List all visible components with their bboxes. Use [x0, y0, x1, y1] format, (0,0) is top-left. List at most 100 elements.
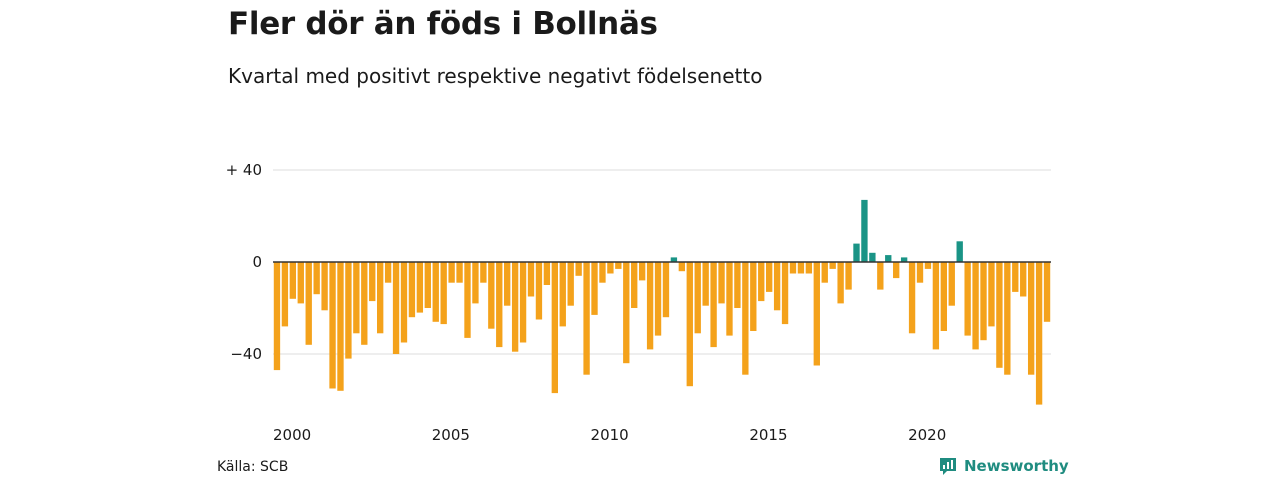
bar [345, 262, 352, 359]
bar [932, 262, 940, 350]
bar [297, 262, 304, 304]
bar [369, 262, 376, 302]
x-tick-label: 2005 [432, 426, 470, 444]
chart-subtitle: Kvartal med positivt respektive negativt… [228, 64, 763, 88]
bar [392, 262, 400, 354]
bar [631, 262, 638, 308]
bar [353, 262, 360, 334]
axis-layer: + 40 0 −40 2000 2005 2010 2015 2020 [226, 161, 1051, 444]
bar [885, 255, 892, 262]
bar [940, 262, 947, 331]
bar [638, 262, 646, 281]
bar [448, 262, 455, 283]
bar [662, 262, 670, 318]
bar [511, 262, 519, 352]
bar [646, 262, 654, 350]
bar [853, 243, 860, 262]
bar [543, 262, 551, 285]
bar [813, 262, 820, 366]
bar [726, 262, 733, 336]
bar [377, 262, 384, 334]
x-tick-label: 2010 [591, 426, 629, 444]
bar [742, 262, 749, 375]
bar [519, 262, 527, 343]
bar [781, 262, 789, 325]
bar [472, 262, 479, 304]
bar [615, 262, 622, 269]
bar [964, 262, 971, 336]
bar [908, 262, 916, 334]
bar [972, 262, 979, 350]
x-tick-label: 2015 [749, 426, 787, 444]
bar [821, 262, 828, 283]
brand-logo: Newsworthy [938, 456, 1069, 476]
bar [797, 262, 805, 274]
bar [432, 262, 439, 322]
bar [837, 262, 844, 304]
bar [829, 262, 836, 269]
bar [654, 262, 662, 336]
bar [845, 262, 852, 290]
bar [805, 262, 813, 274]
bar [789, 262, 797, 274]
brand-name: Newsworthy [964, 457, 1069, 475]
bar [1020, 262, 1027, 297]
bar [575, 262, 582, 276]
bar [607, 262, 614, 274]
bar [758, 262, 765, 302]
bar [670, 257, 678, 262]
bar [408, 262, 416, 318]
bar [980, 262, 987, 341]
grid-layer [273, 169, 1051, 355]
bar [893, 262, 900, 279]
bar [718, 262, 725, 304]
bar [321, 262, 328, 311]
bar [750, 262, 757, 331]
x-tick-label: 2000 [273, 426, 311, 444]
bar [1043, 262, 1051, 322]
bar [599, 262, 606, 283]
bar [535, 262, 543, 320]
bar [551, 262, 558, 394]
bar [694, 262, 701, 334]
bar [384, 262, 392, 283]
bar [591, 262, 598, 315]
bars-layer [273, 199, 1051, 405]
source-note: Källa: SCB [217, 459, 289, 475]
bar [567, 262, 574, 306]
bar [710, 262, 717, 348]
chart-title: Fler dör än föds i Bollnäs [228, 6, 658, 42]
bar [559, 262, 566, 327]
x-tick-label: 2020 [908, 426, 946, 444]
bar [289, 262, 297, 299]
bar [734, 262, 741, 308]
bar [766, 262, 773, 292]
bar [583, 262, 590, 375]
bar [464, 262, 471, 338]
bar [504, 262, 511, 306]
bar [1004, 262, 1011, 375]
bar [924, 262, 932, 269]
bar [416, 262, 424, 313]
bar [527, 262, 535, 297]
bar [488, 262, 495, 329]
bar [916, 262, 924, 283]
bar [678, 262, 686, 272]
bar [456, 262, 463, 283]
bar [996, 262, 1003, 368]
bar [361, 262, 368, 345]
bar [686, 262, 693, 387]
bar [281, 262, 289, 327]
bar [702, 262, 709, 306]
bar [1027, 262, 1035, 375]
bar [988, 262, 995, 327]
bar [948, 262, 955, 306]
bar [480, 262, 487, 283]
newsworthy-logo-icon [940, 458, 956, 475]
bar [623, 262, 630, 364]
bar [773, 262, 781, 311]
bar [869, 252, 876, 262]
y-tick-label: 0 [252, 253, 262, 271]
bar [337, 262, 344, 391]
